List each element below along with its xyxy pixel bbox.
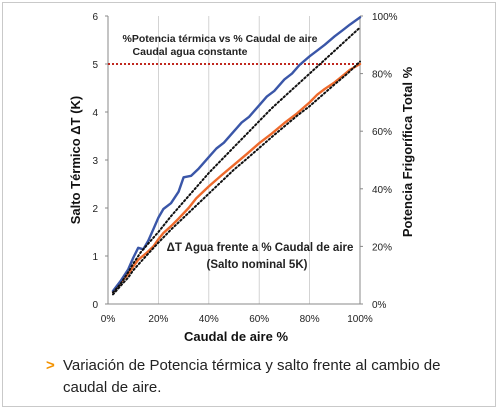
y-left-tick-label: 0 bbox=[92, 300, 98, 311]
y-right-tick-label: 0% bbox=[372, 300, 387, 311]
chart: 0% 20% 40% 60% 80% 100%01234560%20%40%60%80%1… bbox=[68, 12, 415, 344]
y-left-tick-label: 2 bbox=[92, 204, 98, 215]
y-left-tick-label: 1 bbox=[92, 252, 98, 263]
x-tick-label: 0% bbox=[101, 314, 116, 325]
y-right-tick-label: 20% bbox=[372, 242, 392, 253]
y-left-tick-label: 5 bbox=[92, 60, 98, 71]
caption-text: Variación de Potencia térmica y salto fr… bbox=[63, 357, 441, 396]
series-line-dotted-dotted bbox=[112, 26, 361, 294]
x-tick-label: 40% bbox=[199, 314, 219, 325]
figure-frame bbox=[2, 2, 496, 407]
annotation-mid-line1: ΔT Agua frente a % Caudal de aire bbox=[167, 242, 354, 254]
y-left-tick-label: 3 bbox=[92, 156, 98, 167]
y-right-tick-label: 100% bbox=[372, 12, 398, 23]
caption-marker: > bbox=[46, 357, 55, 374]
annotation-mid-line2: (Salto nominal 5K) bbox=[207, 259, 308, 271]
figure-caption: > Variación de Potencia térmica y salto … bbox=[46, 355, 466, 399]
y-axis-right-label: Potencia Frigorífica Total % bbox=[400, 66, 415, 237]
x-tick-label: 60% bbox=[249, 314, 269, 325]
annotation-top-line2: Caudal agua constante bbox=[133, 46, 248, 58]
x-axis-label: Caudal de aire % bbox=[184, 329, 288, 344]
series-line-orange-solid bbox=[111, 62, 362, 294]
y-right-tick-label: 80% bbox=[372, 70, 392, 81]
x-tick-label: 100% bbox=[347, 314, 373, 325]
chart-series bbox=[111, 16, 362, 296]
y-left-tick-label: 4 bbox=[92, 108, 98, 119]
annotation-top-line1: %Potencia térmica vs % Caudal de aire bbox=[123, 33, 318, 45]
x-tick-label: 80% bbox=[300, 314, 320, 325]
x-tick-label: 20% bbox=[148, 314, 168, 325]
tick-labels: 0% 20% 40% 60% 80% 100%01234560%20%40%60%80%1… bbox=[92, 12, 397, 325]
series-line-dotted-dotted bbox=[112, 60, 361, 296]
y-axis-left-label: Salto Térmico ΔT (K) bbox=[68, 96, 83, 225]
series-line-blue-solid bbox=[111, 16, 362, 293]
y-right-tick-label: 60% bbox=[372, 127, 392, 138]
y-left-tick-label: 6 bbox=[92, 12, 98, 23]
y-right-tick-label: 40% bbox=[372, 185, 392, 196]
